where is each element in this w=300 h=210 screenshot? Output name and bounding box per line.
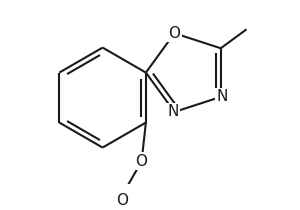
Text: O: O — [117, 193, 129, 208]
Text: O: O — [136, 154, 148, 169]
Text: N: N — [167, 104, 178, 119]
Text: N: N — [217, 89, 228, 104]
Text: O: O — [169, 26, 181, 41]
